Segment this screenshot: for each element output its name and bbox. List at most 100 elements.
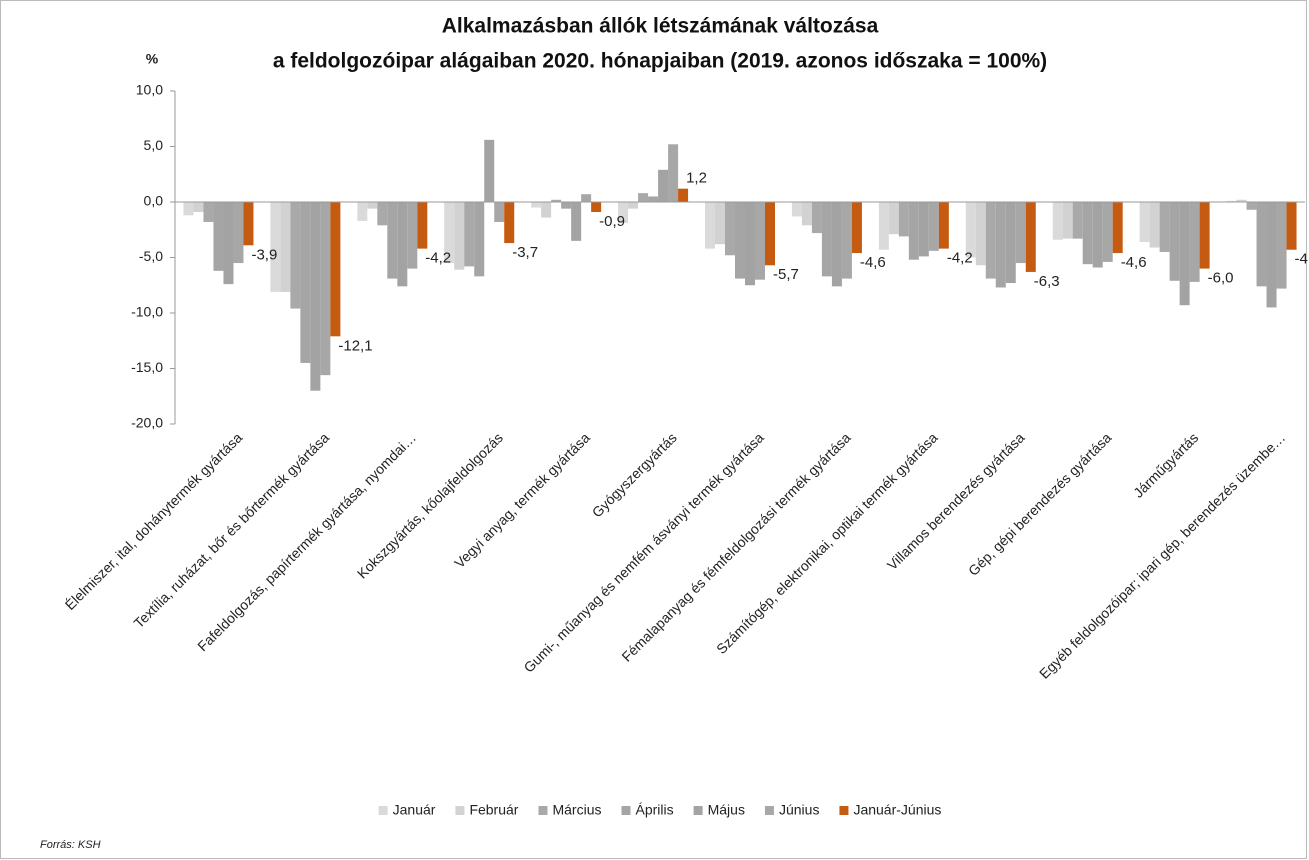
bar bbox=[561, 202, 572, 209]
bar bbox=[310, 202, 321, 391]
bar bbox=[1149, 202, 1160, 248]
y-tick-label: -10,0 bbox=[131, 304, 163, 320]
bar bbox=[377, 202, 388, 226]
y-tick-label: -15,0 bbox=[131, 359, 163, 375]
legend-label: Február bbox=[469, 802, 518, 818]
bar bbox=[638, 193, 649, 202]
data-label: -6,3 bbox=[1034, 273, 1060, 290]
bar bbox=[745, 202, 755, 286]
bar bbox=[928, 202, 939, 251]
source: Forrás: KSH bbox=[40, 839, 101, 851]
bar bbox=[725, 202, 735, 256]
bar bbox=[791, 202, 802, 217]
legend-swatch bbox=[378, 806, 388, 815]
chart-title: Alkalmazásban állók létszámának változás… bbox=[442, 15, 879, 38]
bar bbox=[821, 202, 832, 277]
y-tick-label: 0,0 bbox=[144, 193, 164, 209]
legend-swatch bbox=[764, 806, 774, 815]
bar bbox=[801, 202, 812, 226]
y-tick-label: -20,0 bbox=[131, 415, 163, 431]
bar bbox=[735, 202, 745, 279]
bar bbox=[1092, 202, 1103, 268]
bar bbox=[1015, 202, 1026, 264]
bar bbox=[755, 202, 765, 280]
data-label: 1,2 bbox=[686, 170, 707, 187]
bar bbox=[985, 202, 996, 279]
bar bbox=[705, 202, 715, 249]
bar bbox=[464, 202, 475, 267]
legend-label: Április bbox=[635, 802, 673, 818]
bar bbox=[243, 202, 254, 246]
bar bbox=[975, 202, 986, 266]
bar bbox=[357, 202, 368, 221]
bar bbox=[1082, 202, 1093, 265]
bar bbox=[270, 202, 281, 292]
bar bbox=[320, 202, 331, 376]
bar bbox=[474, 202, 485, 277]
bar bbox=[1236, 199, 1247, 202]
bar bbox=[648, 196, 659, 202]
legend-swatch bbox=[839, 806, 849, 815]
bar bbox=[1276, 202, 1287, 289]
bar bbox=[658, 169, 669, 202]
bar bbox=[628, 202, 639, 209]
bar bbox=[417, 202, 428, 249]
bar bbox=[1266, 202, 1277, 308]
bar bbox=[1102, 202, 1113, 262]
data-label: -4,3 bbox=[1295, 251, 1309, 268]
legend-label: Január-Június bbox=[853, 802, 941, 818]
data-label: -4,6 bbox=[860, 254, 886, 271]
bar bbox=[183, 202, 194, 216]
data-label: -4,2 bbox=[947, 250, 973, 267]
bar bbox=[1025, 202, 1036, 272]
bar bbox=[280, 202, 291, 292]
bar bbox=[367, 202, 378, 209]
data-label: -0,9 bbox=[599, 213, 625, 230]
bar bbox=[1246, 202, 1257, 210]
bar bbox=[223, 202, 234, 285]
bar bbox=[571, 202, 582, 241]
bar bbox=[444, 202, 455, 264]
bar bbox=[454, 202, 465, 270]
bar bbox=[330, 202, 341, 337]
legend-swatch bbox=[621, 806, 631, 815]
y-tick-label: 5,0 bbox=[144, 137, 164, 153]
bar bbox=[551, 199, 562, 202]
bar bbox=[1189, 202, 1200, 282]
bar bbox=[1226, 200, 1237, 202]
chart-title: a feldolgozóipar alágaiban 2020. hónapja… bbox=[273, 50, 1047, 73]
bar bbox=[1179, 202, 1190, 306]
bar bbox=[668, 144, 679, 202]
legend-label: Március bbox=[552, 802, 601, 818]
bar bbox=[1052, 202, 1063, 240]
bar bbox=[504, 202, 515, 244]
bar bbox=[1005, 202, 1016, 284]
bar bbox=[1199, 202, 1210, 269]
bar bbox=[193, 202, 204, 212]
bar bbox=[938, 202, 949, 249]
data-label: -6,0 bbox=[1208, 270, 1234, 287]
bar bbox=[918, 202, 929, 257]
bar bbox=[581, 194, 592, 202]
bar bbox=[387, 202, 398, 279]
bar bbox=[213, 202, 224, 271]
bar bbox=[1286, 202, 1297, 250]
bar bbox=[908, 202, 919, 260]
bar bbox=[233, 202, 244, 264]
legend-swatch bbox=[538, 806, 548, 815]
bar bbox=[841, 202, 852, 279]
legend-swatch bbox=[693, 806, 703, 815]
bar bbox=[888, 202, 899, 235]
legend-label: Június bbox=[779, 802, 819, 818]
legend-swatch bbox=[455, 806, 465, 815]
bar bbox=[1062, 202, 1073, 239]
data-label: -3,9 bbox=[251, 246, 277, 263]
bar bbox=[541, 202, 552, 218]
bar bbox=[811, 202, 822, 234]
bar bbox=[831, 202, 842, 287]
bar bbox=[965, 202, 976, 258]
bar bbox=[203, 202, 214, 222]
bar bbox=[878, 202, 889, 250]
